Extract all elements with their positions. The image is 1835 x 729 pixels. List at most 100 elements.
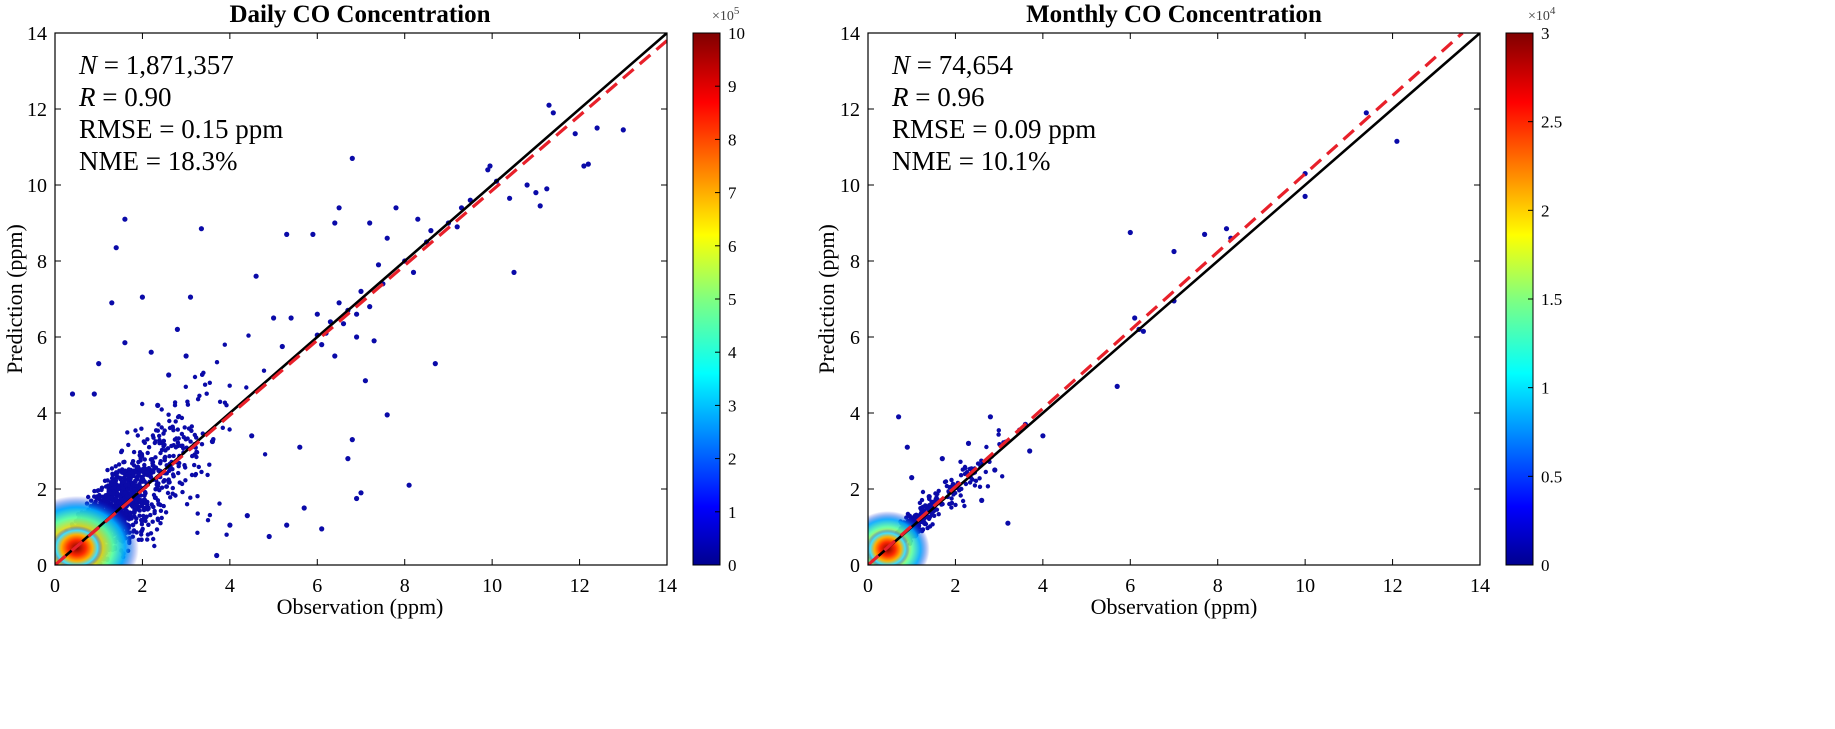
daily-density-point (217, 501, 222, 506)
daily-x-tick-label: 2 (137, 575, 147, 597)
daily-density-point (158, 508, 164, 513)
monthly-axis-ticks: 0 2 4 6 8 10 12 14 0 2 4 6 8 10 12 14 (840, 23, 1490, 597)
monthly-density-point (917, 500, 923, 506)
daily-scatter-point (550, 110, 556, 116)
daily-density-point (130, 504, 135, 509)
daily-scatter-point (546, 102, 552, 108)
daily-density-point (137, 508, 142, 513)
monthly-density-point (967, 480, 973, 485)
daily-density-point (151, 504, 156, 510)
daily-y-tick-label: 12 (27, 99, 47, 121)
monthly-x-tick-label: 6 (1125, 575, 1135, 597)
daily-density-point (114, 470, 119, 475)
daily-density-point (202, 382, 208, 387)
monthly-y-tick-label: 14 (840, 23, 860, 45)
monthly-y-tick-label: 4 (850, 403, 860, 425)
monthly-density-point (958, 473, 964, 478)
daily-regression-lines (55, 33, 667, 565)
monthly-colorbar-tick-label: 1 (1541, 379, 1550, 398)
daily-density-point (162, 455, 168, 460)
monthly-regression-lines (868, 33, 1480, 565)
monthly-scatter-point (992, 467, 998, 473)
daily-density-point (140, 401, 145, 407)
monthly-density-point (949, 496, 954, 501)
daily-density-point (156, 422, 161, 427)
daily-density-point (138, 455, 143, 460)
daily-density-point (195, 494, 200, 499)
daily-scatter-point (349, 155, 355, 161)
monthly-density-point (983, 469, 988, 475)
daily-density-point (142, 462, 147, 468)
daily-density-point (134, 503, 139, 508)
monthly-colorbar: 0 0.5 1 1.5 2 2.5 3 ×104 (1505, 5, 1562, 575)
daily-scatter-point (354, 334, 360, 340)
daily-density-point (142, 457, 147, 462)
daily-density-point (151, 435, 156, 440)
daily-density-point (136, 459, 141, 465)
daily-density-point (109, 495, 115, 500)
daily-density-point (151, 536, 156, 542)
daily-x-axis-label: Observation (ppm) (277, 594, 444, 619)
daily-scatter-point (122, 340, 128, 346)
daily-scatter-point (375, 262, 382, 268)
monthly-scatter-point (1127, 229, 1133, 236)
daily-scatter-point (487, 163, 493, 169)
monthly-x-tick-label: 8 (1213, 575, 1223, 597)
monthly-scatter-point (1114, 383, 1120, 389)
daily-density-point (192, 462, 197, 468)
daily-density-point (148, 512, 153, 518)
daily-density-point (146, 466, 152, 471)
daily-scatter-point (367, 304, 373, 310)
daily-density-point (244, 385, 249, 390)
daily-density-point (214, 360, 220, 365)
monthly-density-point (985, 484, 991, 489)
daily-density-point (153, 487, 158, 492)
daily-density-point (163, 510, 169, 515)
daily-scatter-point (209, 438, 215, 445)
monthly-density-point (920, 489, 926, 495)
daily-scatter-point (410, 269, 417, 275)
daily-density-point (127, 491, 133, 496)
daily-density-point (116, 500, 121, 505)
daily-density-point (130, 482, 136, 487)
daily-density-point (133, 478, 138, 483)
monthly-density-point (936, 488, 941, 494)
daily-density-point (171, 474, 176, 479)
monthly-panel: Monthly CO Concentration 0 2 4 6 8 10 12 140246… (814, 1, 1562, 619)
daily-scatter-point (585, 161, 591, 167)
daily-density-point (153, 455, 158, 460)
monthly-density-point (934, 507, 940, 512)
daily-density-point (227, 427, 232, 432)
monthly-colorbar-tick-label: 2.5 (1541, 113, 1562, 132)
daily-density-point (169, 443, 174, 449)
monthly-scatter-point (1171, 248, 1177, 255)
daily-scatter-point (284, 522, 290, 528)
monthly-colorbar-tick-label: 3 (1541, 24, 1550, 43)
daily-scatter-point (485, 167, 491, 173)
daily-density-point (161, 431, 166, 436)
monthly-density-point (996, 432, 1001, 437)
monthly-colorbar-multiplier: ×104 (1528, 5, 1556, 24)
daily-density-point (183, 478, 188, 483)
monthly-y-axis-label: Prediction (ppm) (814, 224, 839, 374)
monthly-density-point (944, 483, 950, 489)
daily-density-point (116, 462, 122, 467)
daily-scatter-point (332, 353, 338, 359)
daily-density-point (158, 450, 163, 456)
daily-y-tick-label: 4 (37, 403, 47, 425)
monthly-scatter-point (979, 497, 985, 503)
daily-scatter-point (271, 315, 277, 321)
daily-density-point (175, 440, 181, 445)
daily-density-point (199, 469, 204, 475)
daily-density-point (102, 478, 108, 483)
daily-stat-r: R = 0.90 (78, 82, 171, 112)
daily-density-point (207, 380, 212, 385)
daily-colorbar-tick-label: 3 (728, 396, 737, 415)
monthly-one-to-one-line (868, 33, 1480, 565)
daily-y-tick-label: 2 (37, 479, 47, 501)
daily-density-point (122, 459, 127, 465)
daily-panel: Daily CO Concentration 0 2 4 6 8 10 12 14024681… (2, 1, 745, 619)
daily-colorbar-tick-label: 9 (728, 77, 737, 96)
monthly-colorbar-tick-label: 0.5 (1541, 467, 1562, 486)
daily-density-point (227, 383, 232, 388)
